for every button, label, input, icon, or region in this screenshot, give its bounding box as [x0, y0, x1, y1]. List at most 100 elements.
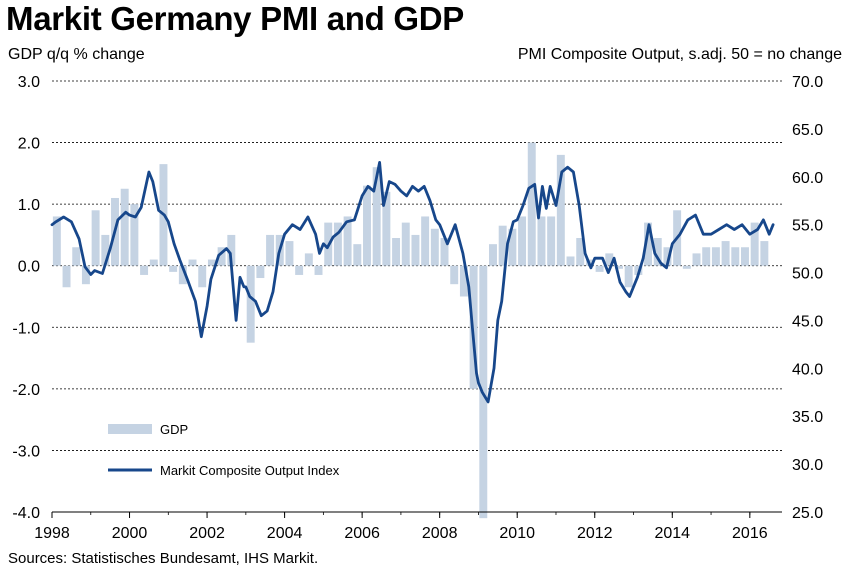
right-tick-label: 45.0 — [792, 313, 823, 330]
gdp-bar — [72, 247, 81, 266]
gdp-bar — [120, 188, 129, 266]
gdp-bar — [382, 191, 391, 266]
legend-gdp-label: GDP — [160, 422, 188, 437]
gdp-bar — [595, 265, 604, 272]
gdp-bar — [547, 216, 556, 266]
right-tick-label: 70.0 — [792, 74, 823, 91]
gdp-bar — [363, 185, 371, 266]
gdp-bar — [178, 265, 187, 285]
gdp-bar — [198, 265, 207, 288]
gdp-bar — [459, 265, 468, 297]
gdp-bar — [624, 265, 633, 288]
gdp-bar — [489, 244, 497, 266]
right-tick-label: 55.0 — [792, 218, 823, 235]
left-axis-title: GDP q/q % change — [8, 46, 145, 63]
source-note: Sources: Statistisches Bundesamt, IHS Ma… — [8, 550, 319, 567]
left-tick-label: 3.0 — [18, 74, 40, 91]
gdp-bar — [702, 247, 711, 266]
pmi-line — [50, 160, 775, 404]
gdp-bar — [246, 265, 255, 343]
gdp-bar — [266, 234, 275, 266]
gdp-bar — [615, 265, 623, 269]
left-tick-label: 2.0 — [18, 136, 40, 153]
pmi-line-layer — [50, 160, 775, 404]
gdp-bar — [314, 265, 323, 275]
right-tick-label: 65.0 — [792, 122, 823, 139]
gdp-bar — [353, 244, 362, 266]
right-axis-title: PMI Composite Output, s.adj. 50 = no cha… — [517, 46, 842, 63]
gdp-bars — [52, 142, 769, 519]
x-tick-label: 2010 — [499, 525, 535, 542]
chart-title: Markit Germany PMI and GDP — [6, 0, 464, 37]
gdp-bar — [527, 142, 536, 266]
left-tick-label: -3.0 — [12, 443, 40, 460]
gdp-bar — [537, 216, 546, 266]
left-tick-label: -1.0 — [12, 320, 40, 337]
gdp-bar — [731, 247, 740, 266]
x-tick-label: 2016 — [732, 525, 768, 542]
gdp-bar — [149, 259, 158, 266]
gdp-bar — [721, 241, 730, 266]
gdp-bar — [217, 247, 226, 266]
gdp-bar — [605, 253, 614, 266]
right-tick-label: 25.0 — [792, 505, 823, 522]
gdp-bar — [130, 204, 139, 266]
gdp-bar — [333, 222, 342, 266]
x-tick-label: 2012 — [577, 525, 613, 542]
left-tick-label: -2.0 — [12, 382, 40, 399]
gdp-bar — [682, 265, 691, 269]
legend-gdp-swatch — [108, 424, 152, 434]
gdp-bar — [169, 265, 178, 272]
gdp-bar — [52, 216, 61, 266]
right-tick-label: 60.0 — [792, 170, 823, 187]
gdp-bar — [401, 222, 410, 266]
x-tick-label: 2014 — [654, 525, 690, 542]
x-tick-label: 2006 — [344, 525, 380, 542]
gdp-bar — [518, 216, 527, 266]
gdp-bar — [653, 238, 662, 266]
gdp-bar — [227, 234, 236, 266]
legend-pmi-label: Markit Composite Output Index — [160, 463, 340, 478]
left-tick-label: 0.0 — [18, 259, 40, 276]
gdp-bar — [450, 265, 459, 285]
x-tick-label: 2002 — [189, 525, 225, 542]
gdp-bar — [556, 154, 565, 266]
gdp-bar — [741, 247, 749, 266]
right-tick-label: 40.0 — [792, 361, 823, 378]
gdp-bar — [692, 253, 701, 266]
gdp-bar — [750, 222, 759, 266]
gdp-bar — [81, 265, 90, 285]
gdp-bar — [304, 253, 313, 266]
gdp-bar — [343, 216, 352, 266]
gdp-bar — [711, 247, 720, 266]
gdp-bar — [101, 234, 110, 266]
gdp-bar — [440, 238, 449, 266]
gdp-bar — [421, 216, 430, 266]
gdp-bar — [576, 238, 585, 266]
gdp-bar — [411, 234, 420, 266]
gdp-bar — [566, 256, 575, 266]
left-tick-label: -4.0 — [12, 505, 40, 522]
left-tick-label: 1.0 — [18, 197, 40, 214]
gdp-bar — [430, 228, 439, 266]
gdp-bar — [188, 259, 197, 266]
x-tick-label: 1998 — [34, 525, 70, 542]
right-tick-label: 30.0 — [792, 457, 823, 474]
right-tick-label: 35.0 — [792, 409, 823, 426]
x-tick-label: 2000 — [112, 525, 148, 542]
right-tick-label: 50.0 — [792, 266, 823, 283]
gdp-bar — [760, 241, 769, 266]
gdp-bar — [256, 265, 265, 279]
legend: GDP Markit Composite Output Index — [108, 422, 340, 478]
gdp-bar — [285, 241, 294, 266]
x-tick-label: 2004 — [267, 525, 303, 542]
gdp-bar — [663, 247, 672, 266]
gdp-bar — [372, 167, 381, 266]
x-tick-label: 2008 — [422, 525, 458, 542]
gdp-bar — [498, 225, 507, 266]
gdp-bar — [140, 265, 149, 275]
gdp-bar — [207, 259, 216, 266]
gdp-bar — [295, 265, 304, 275]
gdp-bar — [508, 228, 517, 266]
